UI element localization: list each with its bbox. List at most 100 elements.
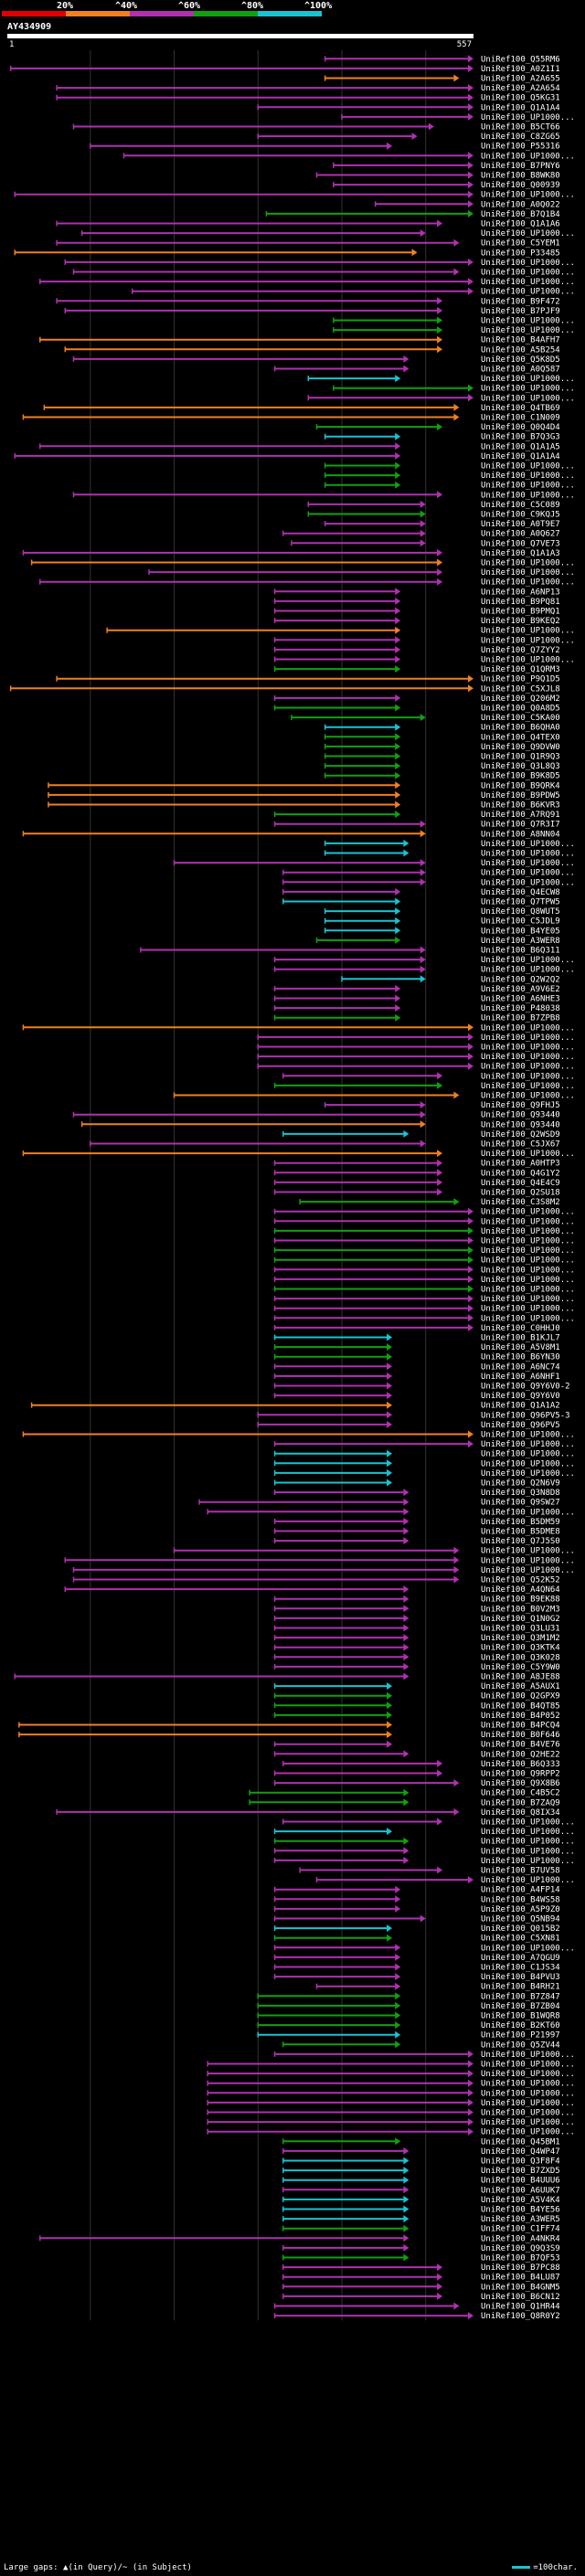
hit-row[interactable]: UniRef100_A6NP13	[273, 588, 560, 597]
hit-label[interactable]: UniRef100_Q5ZV44	[481, 2041, 560, 2050]
hit-row[interactable]: UniRef100_UP1000...	[207, 2127, 575, 2137]
hit-label[interactable]: UniRef100_B4UUU6	[481, 2177, 560, 2186]
hit-row[interactable]: UniRef100_UP1000...	[207, 2089, 575, 2098]
hit-label[interactable]: UniRef100_B9QRK4	[481, 781, 560, 790]
hit-label[interactable]: UniRef100_Q52K52	[481, 1576, 560, 1585]
hit-row[interactable]: UniRef100_UP1000...	[282, 1072, 575, 1081]
hit-label[interactable]: UniRef100_B4RH21	[481, 1983, 560, 1992]
hit-label[interactable]: UniRef100_Q2W2Q2	[481, 975, 560, 984]
hit-row[interactable]: UniRef100_B7PNY6	[333, 161, 560, 171]
hit-label[interactable]: UniRef100_UP1000...	[481, 1256, 575, 1266]
hit-row[interactable]: UniRef100_UP1000...	[273, 1856, 575, 1866]
hit-label[interactable]: UniRef100_B6CN12	[481, 2293, 560, 2302]
hit-label[interactable]: UniRef100_C5XN81	[481, 1935, 560, 1944]
hit-label[interactable]: UniRef100_UP1000...	[481, 656, 575, 665]
hit-row[interactable]: UniRef100_UP1000...	[207, 2118, 575, 2127]
hit-row[interactable]: UniRef100_UP1000...	[273, 1246, 575, 1256]
hit-row[interactable]: UniRef100_A0Z1I1	[9, 64, 560, 74]
hit-row[interactable]: UniRef100_B2KT60	[257, 2021, 560, 2030]
hit-label[interactable]: UniRef100_UP1000...	[481, 559, 575, 568]
hit-row[interactable]: UniRef100_UP1000...	[273, 1847, 575, 1856]
hit-row[interactable]: UniRef100_UP1000...	[273, 956, 575, 965]
hit-label[interactable]: UniRef100_UP1000...	[481, 1034, 575, 1043]
hit-label[interactable]: UniRef100_UP1000...	[481, 1150, 575, 1159]
hit-label[interactable]: UniRef100_UP1000...	[481, 2109, 575, 2118]
hit-row[interactable]: UniRef100_Q9Q3S9	[282, 2243, 560, 2253]
hit-row[interactable]: UniRef100_UP1000...	[80, 229, 575, 239]
hit-row[interactable]: UniRef100_Q8R0Y2	[273, 2312, 560, 2321]
hit-label[interactable]: UniRef100_C5KA00	[481, 714, 560, 723]
hit-label[interactable]: UniRef100_A4QN64	[481, 1585, 560, 1595]
hit-row[interactable]: UniRef100_C8ZG65	[257, 133, 560, 142]
hit-label[interactable]: UniRef100_UP1000...	[481, 627, 575, 636]
hit-label[interactable]: UniRef100_A4FP14	[481, 1886, 560, 1895]
hit-label[interactable]: UniRef100_UP1000...	[481, 1276, 575, 1285]
hit-row[interactable]: UniRef100_A6UUK7	[282, 2186, 560, 2195]
hit-row[interactable]: UniRef100_A6NC74	[273, 1362, 560, 1372]
hit-row[interactable]: UniRef100_B4WS58	[273, 1895, 560, 1904]
hit-label[interactable]: UniRef100_A5B254	[481, 345, 560, 355]
hit-row[interactable]: UniRef100_B7ZB04	[257, 2001, 560, 2011]
hit-label[interactable]: UniRef100_Q2SU18	[481, 1189, 560, 1198]
hit-label[interactable]: UniRef100_B4P052	[481, 1712, 560, 1721]
hit-row[interactable]: UniRef100_UP1000...	[273, 1295, 575, 1304]
hit-label[interactable]: UniRef100_Q2WSD9	[481, 1130, 560, 1140]
hit-label[interactable]: UniRef100_C5C089	[481, 501, 560, 510]
hit-label[interactable]: UniRef100_B6Q311	[481, 947, 560, 956]
hit-row[interactable]: UniRef100_Q5NB94	[273, 1914, 560, 1924]
hit-row[interactable]: UniRef100_A0Q627	[282, 529, 560, 539]
hit-row[interactable]: UniRef100_UP1000...	[273, 1828, 575, 1837]
hit-row[interactable]: UniRef100_Q015B2	[273, 1924, 560, 1934]
hit-label[interactable]: UniRef100_UP1000...	[481, 1092, 575, 1101]
hit-label[interactable]: UniRef100_Q8WUT5	[481, 907, 560, 917]
hit-row[interactable]: UniRef100_Q1HR44	[273, 2302, 560, 2312]
hit-row[interactable]: UniRef100_A2A655	[324, 74, 560, 84]
hit-label[interactable]: UniRef100_Q4G1Y2	[481, 1169, 560, 1178]
hit-row[interactable]: UniRef100_B7QF53	[282, 2253, 560, 2263]
hit-label[interactable]: UniRef100_A3WER8	[481, 937, 560, 946]
hit-row[interactable]: UniRef100_A5V4K4	[282, 2195, 560, 2205]
hit-row[interactable]: UniRef100_P21997	[257, 2030, 560, 2041]
hit-label[interactable]: UniRef100_P21997	[481, 2031, 560, 2041]
hit-row[interactable]: UniRef100_Q00939	[333, 181, 560, 190]
hit-label[interactable]: UniRef100_UP1000...	[481, 1431, 575, 1440]
hit-row[interactable]: UniRef100_UP1000...	[273, 1081, 575, 1091]
hit-label[interactable]: UniRef100_Q2HE22	[481, 1750, 560, 1759]
hit-label[interactable]: UniRef100_Q9RPP2	[481, 1770, 560, 1779]
hit-row[interactable]: UniRef100_UP1000...	[273, 1226, 575, 1236]
hit-label[interactable]: UniRef100_Q8R0Y2	[481, 2312, 560, 2321]
hit-label[interactable]: UniRef100_A6NHF1	[481, 1373, 560, 1382]
hit-row[interactable]: UniRef100_UP1000...	[315, 1876, 575, 1885]
hit-label[interactable]: UniRef100_B4AFH7	[481, 336, 560, 345]
hit-row[interactable]: UniRef100_B1WQR8	[257, 2011, 560, 2021]
hit-row[interactable]: UniRef100_P48038	[273, 1004, 560, 1013]
hit-label[interactable]: UniRef100_UP1000...	[481, 2080, 575, 2089]
hit-row[interactable]: UniRef100_A3WER5	[282, 2215, 560, 2224]
hit-label[interactable]: UniRef100_UP1000...	[481, 259, 575, 268]
hit-row[interactable]: UniRef100_UP1000...	[22, 1150, 575, 1159]
hit-label[interactable]: UniRef100_B7Z847	[481, 1992, 560, 2001]
hit-row[interactable]: UniRef100_A4FP14	[273, 1885, 560, 1895]
hit-row[interactable]: UniRef100_Q0Q4D4	[315, 423, 560, 432]
hit-label[interactable]: UniRef100_Q7R3I7	[481, 821, 560, 830]
hit-row[interactable]: UniRef100_Q3L8Q3	[324, 762, 560, 771]
hit-label[interactable]: UniRef100_Q1A1A5	[481, 442, 560, 451]
hit-row[interactable]: UniRef100_Q9DVW0	[324, 742, 560, 752]
hit-label[interactable]: UniRef100_Q00939	[481, 181, 560, 190]
hit-row[interactable]: UniRef100_Q8WUT5	[324, 907, 560, 917]
hit-label[interactable]: UniRef100_UP1000...	[481, 113, 575, 122]
hit-label[interactable]: UniRef100_Q55RM6	[481, 55, 560, 64]
hit-row[interactable]: UniRef100_UP1000...	[307, 375, 575, 384]
hit-label[interactable]: UniRef100_B9K8D5	[481, 772, 560, 781]
hit-label[interactable]: UniRef100_UP1000...	[481, 472, 575, 481]
hit-label[interactable]: UniRef100_P48038	[481, 1004, 560, 1013]
hit-row[interactable]: UniRef100_UP1000...	[257, 1062, 575, 1072]
hit-label[interactable]: UniRef100_A9V6E2	[481, 985, 560, 994]
hit-label[interactable]: UniRef100_A5V4K4	[481, 2196, 560, 2205]
hit-row[interactable]: UniRef100_UP1000...	[39, 578, 575, 588]
hit-row[interactable]: UniRef100_UP1000...	[273, 1440, 575, 1449]
hit-row[interactable]: UniRef100_B6Q333	[282, 1759, 560, 1769]
hit-row[interactable]: UniRef100_Q3KTK4	[273, 1643, 560, 1653]
hit-row[interactable]: UniRef100_Q55RM6	[324, 55, 560, 64]
hit-label[interactable]: UniRef100_UP1000...	[481, 326, 575, 335]
